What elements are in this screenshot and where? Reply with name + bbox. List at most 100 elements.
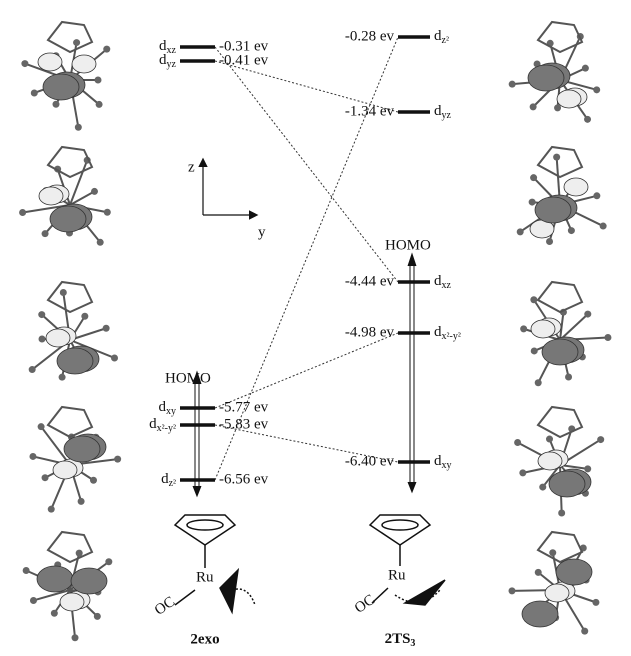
atom — [549, 549, 556, 556]
energy-label: -4.44 ev — [345, 273, 395, 289]
atom — [592, 599, 599, 606]
orbital-subscript: xz — [442, 280, 452, 291]
lobe — [50, 206, 86, 232]
lobe — [549, 471, 585, 497]
atom — [558, 509, 565, 516]
atom — [530, 103, 537, 110]
atom — [97, 239, 104, 246]
atom — [78, 498, 85, 505]
atom — [48, 506, 55, 513]
atom — [593, 86, 600, 93]
atom — [529, 199, 536, 206]
atom — [546, 436, 553, 443]
lobe — [72, 55, 96, 73]
atom — [600, 223, 607, 230]
atom — [517, 228, 524, 235]
atom — [75, 124, 82, 131]
lobe — [564, 178, 588, 196]
atom — [530, 174, 537, 181]
energy-label: -5.77 ev — [219, 399, 269, 415]
lobe — [535, 197, 571, 223]
left-homo-label: HOMO — [165, 370, 211, 386]
orbital-subscript: yz — [167, 59, 177, 70]
atom — [91, 188, 98, 195]
atom — [94, 613, 101, 620]
atom — [582, 65, 589, 72]
orbital-diagram: z y HOMO HOMO Ru OC 2exo Ru OC 2TS3 dxz-… — [0, 0, 631, 656]
lobe — [538, 452, 562, 470]
atom — [96, 101, 103, 108]
orbital-subscript: yz — [442, 110, 452, 121]
atom — [539, 484, 546, 491]
atom — [584, 311, 591, 318]
energy-label: -0.28 ev — [345, 28, 395, 44]
lobe — [46, 329, 70, 347]
lobe — [37, 566, 73, 592]
atom — [103, 46, 110, 53]
atom — [584, 116, 591, 123]
atom — [29, 366, 36, 373]
atom — [509, 587, 516, 594]
energy-label: -5.83 ev — [219, 416, 269, 432]
lobe — [64, 436, 100, 462]
atom — [584, 465, 591, 472]
energy-label: -0.41 ev — [219, 52, 269, 68]
atom — [42, 474, 49, 481]
atom — [53, 101, 60, 108]
lobe — [43, 74, 79, 100]
atom — [530, 296, 537, 303]
left-metal: Ru — [196, 569, 214, 585]
orbital-subscript: x²-y² — [157, 423, 176, 434]
atom — [111, 354, 118, 361]
atom — [604, 334, 611, 341]
atom — [105, 558, 112, 565]
orbital-subscript: xy — [442, 460, 452, 471]
atom — [553, 154, 560, 161]
atom — [114, 456, 121, 463]
lobe — [542, 339, 578, 365]
atom — [95, 77, 102, 84]
atom — [39, 336, 46, 343]
orbital-subscript: z² — [442, 35, 449, 46]
atom — [30, 597, 37, 604]
atom — [59, 374, 66, 381]
lobe — [528, 65, 564, 91]
lobe — [556, 559, 592, 585]
atom — [42, 230, 49, 237]
atom — [103, 325, 110, 332]
atom — [546, 238, 553, 245]
atom — [520, 325, 527, 332]
orbital-subscript: xz — [167, 45, 177, 56]
atom — [90, 477, 97, 484]
atom — [60, 289, 67, 296]
atom — [514, 439, 521, 446]
atom — [23, 567, 30, 574]
atom — [568, 227, 575, 234]
energy-label: -6.40 ev — [345, 453, 395, 469]
right-homo-label: HOMO — [385, 237, 431, 253]
lobe — [71, 568, 107, 594]
lobe — [531, 320, 555, 338]
atom — [519, 469, 526, 476]
left-name: 2exo — [190, 631, 219, 647]
right-name-main: 2TS — [385, 631, 411, 647]
lobe — [38, 53, 62, 71]
atom — [31, 89, 38, 96]
atom — [21, 60, 28, 67]
atom — [581, 628, 588, 635]
atom — [535, 569, 542, 576]
atom — [535, 379, 542, 386]
atom — [38, 311, 45, 318]
atom — [104, 209, 111, 216]
atom — [531, 347, 538, 354]
z-axis-label: z — [188, 159, 195, 175]
atom — [51, 610, 58, 617]
atom — [81, 313, 88, 320]
lobe — [57, 348, 93, 374]
atom — [565, 374, 572, 381]
y-axis-label: y — [258, 224, 266, 240]
energy-label: -4.98 ev — [345, 324, 395, 340]
atom — [509, 81, 516, 88]
atom — [73, 39, 80, 46]
orbital-subscript: x²-y² — [442, 331, 461, 342]
